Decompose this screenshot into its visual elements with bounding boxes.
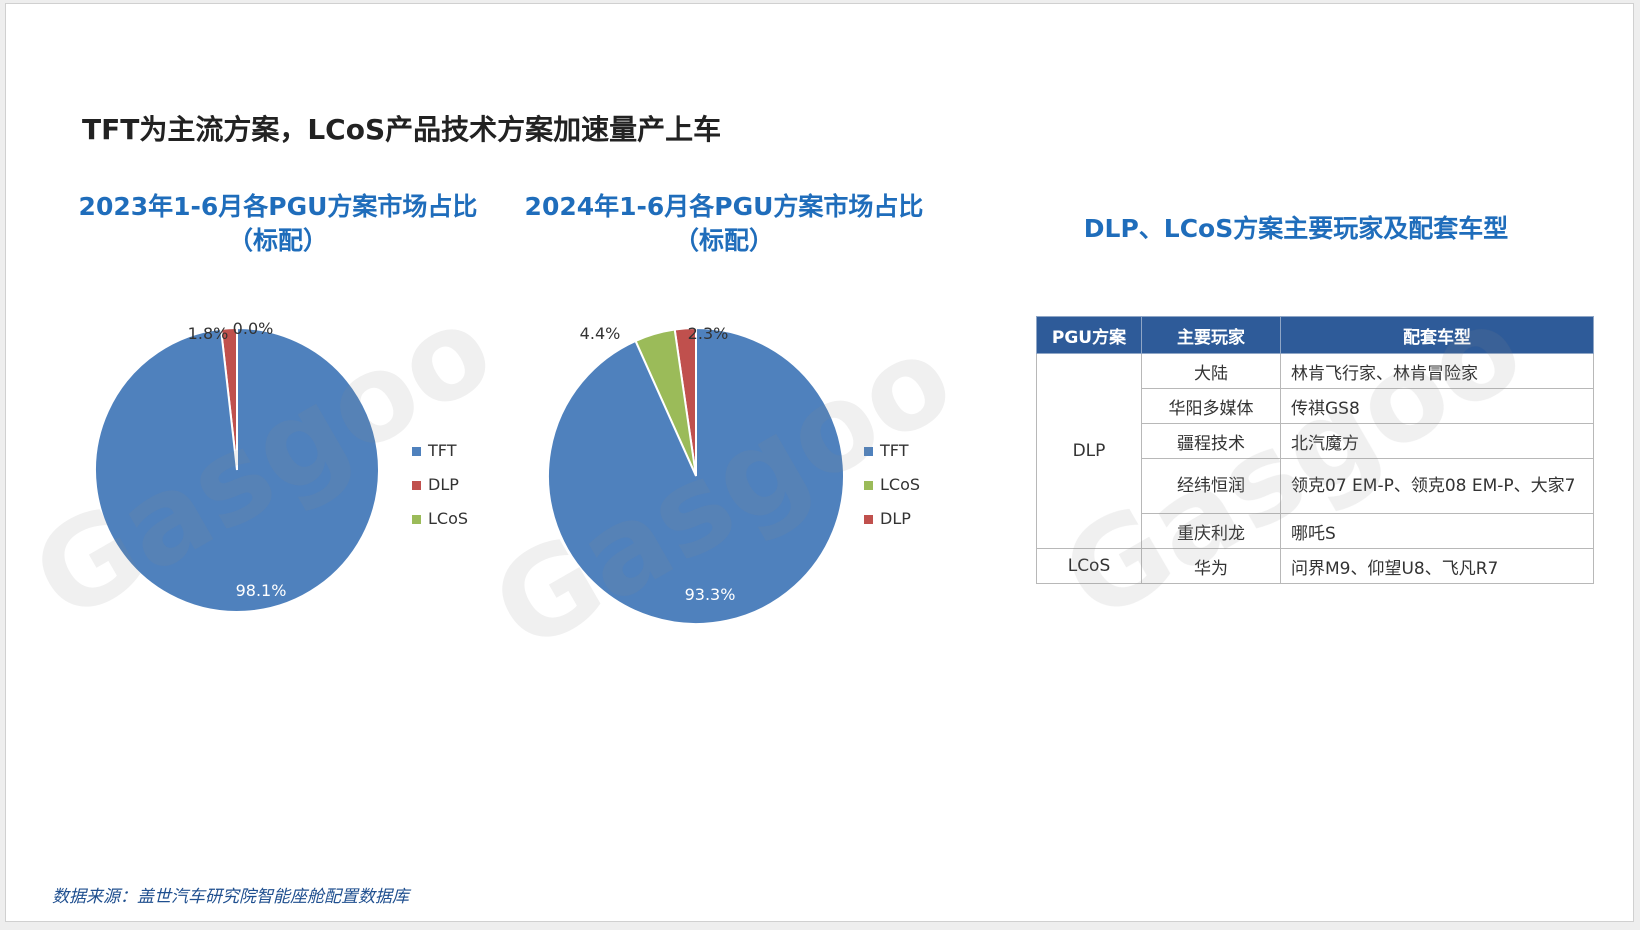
data-source-note: 数据来源：盖世汽车研究院智能座舱配置数据库 — [52, 887, 409, 907]
legend-label-tft: TFT — [427, 441, 457, 460]
legend-label-dlp: DLP — [428, 475, 459, 494]
legend-label-lcos: LCoS — [880, 475, 920, 494]
chart-1-title-line2: （标配） — [227, 226, 328, 255]
pie-chart-2023: 98.1% 1.8% 0.0% TFT DLP LCoS — [94, 319, 468, 613]
legend-swatch-tft — [412, 447, 421, 456]
models-cell: 林肯飞行家、林肯冒险家 — [1280, 353, 1594, 389]
table-title: DLP、LCoS方案主要玩家及配套车型 — [1083, 214, 1509, 243]
table-row: 经纬恒润 领克07 EM-P、领克08 EM-P、大家7 — [1037, 458, 1594, 514]
chart-2-title: 2024年1-6月各PGU方案市场占比 （标配） — [514, 190, 934, 258]
pie-chart-2024: 93.3% 4.4% 2.3% TFT LCoS DLP — [547, 324, 920, 625]
pgu-players-table: PGU方案 主要玩家 配套车型 DLP 大陆 林肯飞行家、林肯冒险家 华阳多媒体… — [1036, 316, 1594, 584]
legend-swatch-lcos — [412, 515, 421, 524]
header-models: 配套车型 — [1280, 316, 1594, 354]
player-cell: 大陆 — [1141, 353, 1281, 389]
chart-2-title-line2: （标配） — [673, 226, 774, 255]
legend-label-dlp: DLP — [880, 509, 911, 528]
table-row: DLP 大陆 林肯飞行家、林肯冒险家 — [1036, 353, 1594, 549]
chart-1-title: 2023年1-6月各PGU方案市场占比 （标配） — [68, 190, 488, 258]
pie-2024-legend: TFT LCoS DLP — [864, 441, 920, 528]
table-header-row: PGU方案 主要玩家 配套车型 — [1036, 316, 1594, 354]
table-row: 华阳多媒体 传祺GS8 — [1037, 388, 1594, 424]
chart-2-title-line1: 2024年1-6月各PGU方案市场占比 — [524, 192, 924, 221]
pie-slice-tft — [547, 326, 845, 625]
pie-2023-slices — [94, 326, 380, 613]
data-label-lcos: 0.0% — [233, 319, 274, 338]
legend-label-lcos: LCoS — [428, 509, 468, 528]
table-row: LCoS 华为 问界M9、仰望U8、飞凡R7 — [1036, 548, 1594, 584]
player-cell: 经纬恒润 — [1141, 458, 1281, 514]
models-cell: 北汽魔方 — [1280, 423, 1594, 459]
pie-2023-labels: 98.1% 1.8% 0.0% — [188, 319, 287, 600]
header-player: 主要玩家 — [1141, 316, 1281, 354]
table-row: 疆程技术 北汽魔方 — [1037, 423, 1594, 459]
models-cell: 问界M9、仰望U8、飞凡R7 — [1280, 548, 1594, 584]
scheme-cell-dlp: DLP — [1036, 353, 1142, 549]
data-label-dlp: 1.8% — [188, 324, 229, 343]
models-cell: 传祺GS8 — [1280, 388, 1594, 424]
pie-slice-tft — [94, 326, 380, 613]
models-cell: 领克07 EM-P、领克08 EM-P、大家7 — [1280, 458, 1594, 514]
models-cell: 哪吒S — [1280, 513, 1594, 549]
data-label-lcos: 4.4% — [580, 324, 621, 343]
player-cell: 疆程技术 — [1141, 423, 1281, 459]
legend-swatch-dlp — [864, 515, 873, 524]
data-label-tft: 93.3% — [685, 585, 736, 604]
page-title: TFT为主流方案，LCoS产品技术方案加速量产上车 — [82, 113, 722, 146]
player-cell: 重庆利龙 — [1141, 513, 1281, 549]
player-cell: 华阳多媒体 — [1141, 388, 1281, 424]
pie-2024-labels: 93.3% 4.4% 2.3% — [580, 324, 736, 604]
pie-2023-legend: TFT DLP LCoS — [412, 441, 468, 528]
data-label-dlp: 2.3% — [688, 324, 729, 343]
legend-swatch-dlp — [412, 481, 421, 490]
player-cell: 华为 — [1141, 548, 1281, 584]
scheme-cell-lcos: LCoS — [1036, 548, 1142, 584]
legend-label-tft: TFT — [879, 441, 909, 460]
pie-2024-slices — [547, 326, 845, 625]
legend-swatch-lcos — [864, 481, 873, 490]
table-row: 重庆利龙 哪吒S — [1037, 513, 1594, 549]
slide: TFT为主流方案，LCoS产品技术方案加速量产上车 2023年1-6月各PGU方… — [5, 3, 1634, 922]
chart-1-title-line1: 2023年1-6月各PGU方案市场占比 — [78, 192, 478, 221]
data-label-tft: 98.1% — [236, 581, 287, 600]
legend-swatch-tft — [864, 447, 873, 456]
header-scheme: PGU方案 — [1036, 316, 1142, 354]
